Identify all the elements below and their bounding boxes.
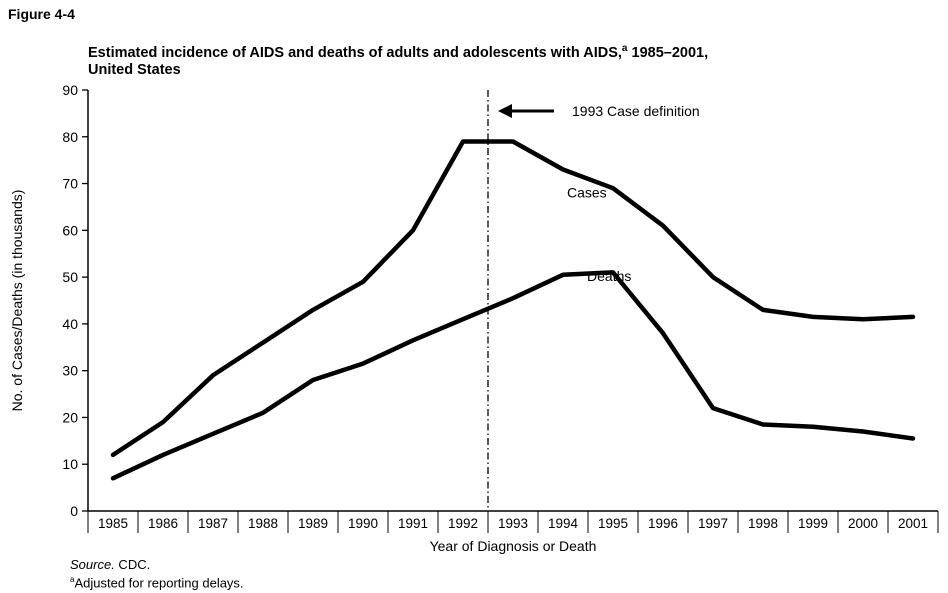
x-tick-label: 1985 (98, 516, 128, 531)
footnote: aAdjusted for reporting delays. (70, 575, 244, 591)
x-tick-label: 1992 (448, 516, 478, 531)
x-tick-label: 1991 (398, 516, 428, 531)
x-tick-label: 1989 (298, 516, 328, 531)
x-tick-label: 1986 (148, 516, 178, 531)
source-note: Source. CDC. (70, 557, 151, 572)
x-tick-label: 1995 (598, 516, 628, 531)
y-tick-label: 10 (62, 456, 78, 472)
y-tick-label: 70 (62, 176, 78, 192)
x-tick-label: 2001 (898, 516, 928, 531)
x-tick-label: 1988 (248, 516, 278, 531)
y-tick-label: 80 (62, 129, 78, 145)
series-label-deaths: Deaths (587, 268, 631, 284)
y-tick-label: 40 (62, 316, 78, 332)
y-tick-label: 90 (62, 82, 78, 98)
x-axis-title: Year of Diagnosis or Death (430, 538, 597, 554)
x-tick-label: 1993 (498, 516, 528, 531)
x-tick-label: 1997 (698, 516, 728, 531)
y-tick-label: 60 (62, 222, 78, 238)
y-tick-label: 30 (62, 363, 78, 379)
figure-label: Figure 4-4 (8, 6, 75, 22)
series-label-cases: Cases (567, 185, 607, 201)
y-tick-label: 50 (62, 269, 78, 285)
y-tick-label: 0 (70, 503, 78, 519)
annotation-arrow-head (498, 104, 512, 119)
annotation-label: 1993 Case definition (572, 103, 700, 119)
x-tick-label: 1987 (198, 516, 228, 531)
y-axis-title: No. of Cases/Deaths (in thousands) (9, 190, 25, 412)
series-line-deaths (110, 270, 916, 481)
x-tick-label: 1999 (798, 516, 828, 531)
x-tick-label: 1990 (348, 516, 378, 531)
x-tick-label: 2000 (848, 516, 878, 531)
x-tick-label: 1996 (648, 516, 678, 531)
x-tick-label: 1998 (748, 516, 778, 531)
chart-title: Estimated incidence of AIDS and deaths o… (88, 43, 709, 78)
y-tick-label: 20 (62, 409, 78, 425)
x-tick-label: 1994 (548, 516, 579, 531)
